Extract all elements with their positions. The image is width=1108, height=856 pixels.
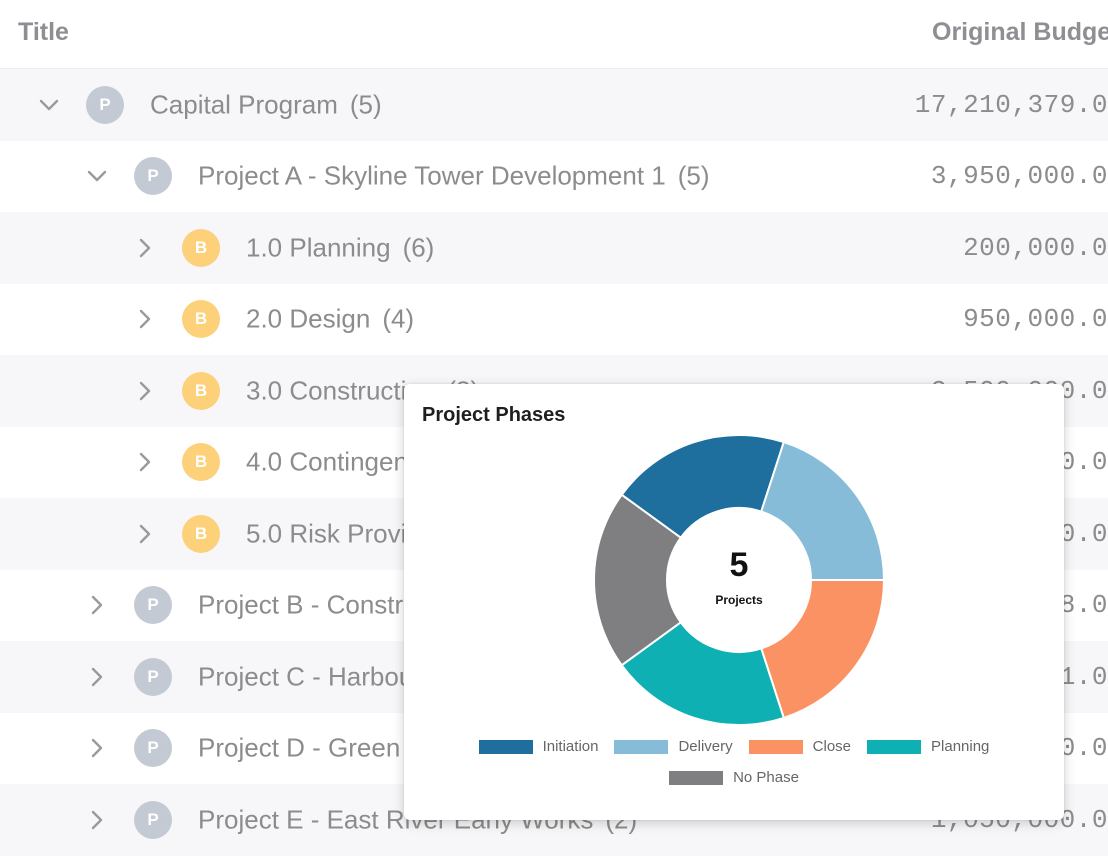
chevron-right-icon[interactable] [85, 736, 109, 760]
row-title-text: Capital Program [150, 89, 338, 120]
table-row[interactable]: P Capital Program (5) 17,210,379.0 [0, 69, 1108, 141]
project-badge: P [134, 729, 172, 768]
chart-legend: Initiation Delivery Close Planning No Phase [404, 738, 1064, 800]
row-title-text: 3.0 Construction [246, 375, 436, 406]
row-title-text: Project D - Green [198, 732, 401, 763]
table-header: Title Original Budge [0, 0, 1108, 69]
row-original-budget: 950,000.0 [963, 304, 1108, 335]
legend-swatch [478, 739, 533, 754]
legend-item[interactable]: Close [748, 738, 852, 755]
legend-label: Close [812, 738, 852, 755]
chevron-right-icon[interactable] [133, 379, 157, 403]
project-phases-popup: Project Phases 5 Projects Initiation Deli… [404, 384, 1064, 820]
legend-row: Initiation Delivery Close Planning [404, 738, 1064, 755]
chevron-right-icon[interactable] [133, 307, 157, 331]
row-original-budget: 1.0 [1059, 661, 1108, 692]
chevron-right-icon[interactable] [133, 236, 157, 260]
row-child-count: (4) [382, 303, 415, 334]
legend-swatch [669, 770, 724, 785]
table-row[interactable]: B 2.0 Design (4) 950,000.0 [0, 284, 1108, 356]
column-header-title[interactable]: Title [18, 18, 69, 46]
legend-label: Delivery [678, 738, 733, 755]
column-header-original-budget[interactable]: Original Budge [932, 18, 1108, 46]
row-title[interactable]: Project C - Harbour [198, 661, 422, 692]
row-title[interactable]: 2.0 Design (4) [246, 304, 414, 335]
legend-label: Planning [931, 738, 990, 755]
row-title[interactable]: 1.0 Planning (6) [246, 232, 434, 263]
donut-slice-planning[interactable] [620, 620, 786, 726]
chevron-right-icon[interactable] [133, 522, 157, 546]
center-label: Projects [715, 593, 763, 607]
row-original-budget: 8.0 [1059, 590, 1108, 621]
table-row[interactable]: B 4.0 Contingency 0.0 [0, 427, 1108, 499]
center-value: 5 [730, 546, 749, 584]
row-title-text: Project C - Harbour [198, 661, 422, 692]
row-child-count: (5) [677, 160, 710, 191]
chevron-down-icon[interactable] [37, 93, 61, 117]
project-badge: P [134, 657, 172, 696]
donut-slice-no-phase[interactable] [593, 493, 683, 667]
row-original-budget: 3,950,000.0 [930, 161, 1108, 192]
budget-badge: B [182, 443, 220, 482]
donut-slice-delivery[interactable] [759, 440, 886, 581]
chevron-right-icon[interactable] [85, 665, 109, 689]
project-badge: P [134, 586, 172, 625]
legend-item[interactable]: No Phase [669, 769, 799, 786]
row-child-count: (5) [349, 89, 382, 120]
budget-badge: B [182, 371, 220, 410]
row-title-text: 1.0 Planning [246, 232, 391, 263]
row-title-text: 4.0 Contingency [246, 446, 434, 477]
legend-row: No Phase [404, 769, 1064, 786]
chevron-right-icon[interactable] [85, 808, 109, 832]
legend-swatch [614, 739, 669, 754]
donut-slice-close[interactable] [759, 579, 886, 720]
table-row[interactable]: P Project D - Green 0.0 [0, 713, 1108, 785]
row-title-text: Project A - Skyline Tower Development 1 [198, 160, 666, 191]
project-badge: P [86, 85, 124, 124]
legend-label: Initiation [542, 738, 599, 755]
table-row[interactable]: B 1.0 Planning (6) 200,000.0 [0, 212, 1108, 284]
donut-slice-initiation[interactable] [620, 434, 786, 540]
budget-badge: B [182, 514, 220, 553]
row-original-budget: 0.0 [1059, 518, 1108, 549]
project-badge: P [134, 800, 172, 839]
row-child-count: (6) [402, 232, 435, 263]
row-original-budget: 0.0 [1059, 447, 1108, 478]
popup-title: Project Phases [422, 404, 566, 426]
legend-label: No Phase [733, 769, 799, 786]
row-original-budget: 200,000.0 [963, 232, 1108, 263]
legend-swatch [867, 739, 922, 754]
legend-swatch [748, 739, 803, 754]
legend-item[interactable]: Initiation [478, 738, 599, 755]
chevron-down-icon[interactable] [85, 164, 109, 188]
row-original-budget: 0.0 [1059, 733, 1108, 764]
row-original-budget: 17,210,379.0 [914, 89, 1108, 120]
legend-item[interactable]: Delivery [614, 738, 733, 755]
row-title[interactable]: Capital Program (5) [150, 89, 382, 120]
chevron-right-icon[interactable] [85, 593, 109, 617]
table-row[interactable]: P Project A - Skyline Tower Development 1… [0, 141, 1108, 213]
budget-badge: B [182, 228, 220, 267]
chevron-right-icon[interactable] [133, 450, 157, 474]
row-title[interactable]: Project A - Skyline Tower Development 1 (… [198, 161, 710, 192]
donut-chart: 5 Projects [593, 434, 886, 726]
row-title[interactable]: Project D - Green [198, 733, 400, 764]
row-title[interactable]: 4.0 Contingency [246, 447, 434, 478]
legend-item[interactable]: Planning [867, 738, 989, 755]
project-badge: P [134, 157, 172, 196]
row-title-text: 2.0 Design [246, 303, 371, 334]
budget-badge: B [182, 300, 220, 339]
